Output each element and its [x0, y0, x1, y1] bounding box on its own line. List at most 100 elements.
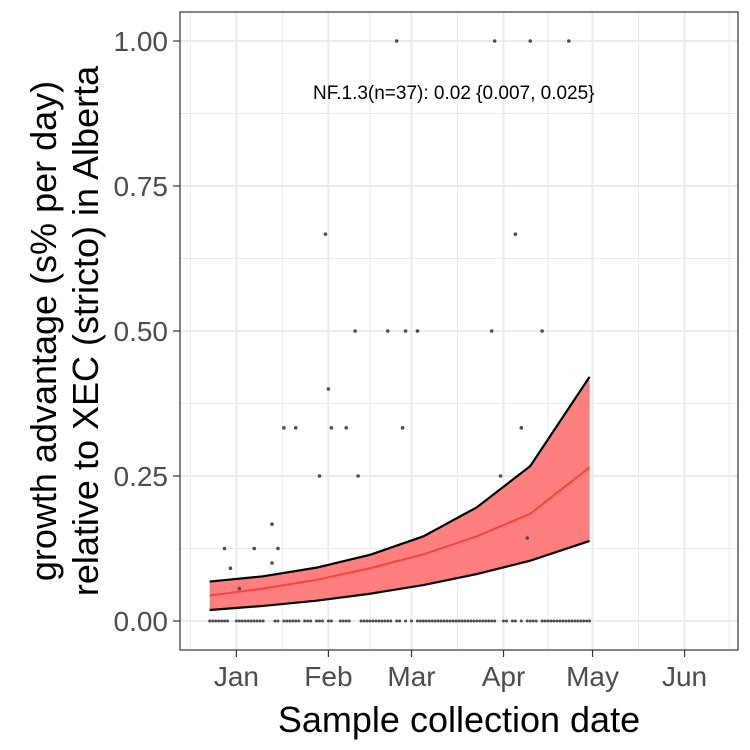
data-point-zero — [481, 619, 485, 623]
x-axis-title: Sample collection date — [278, 699, 640, 740]
confidence-ribbon-layer — [209, 376, 591, 612]
data-point-zero — [543, 619, 547, 623]
data-point-zero — [288, 619, 292, 623]
data-point-zero — [306, 619, 310, 623]
data-point-zero — [240, 619, 244, 623]
data-point-zero — [341, 619, 345, 623]
data-point-zero — [234, 619, 238, 623]
data-point-zero — [309, 619, 313, 623]
data-point-zero — [457, 619, 461, 623]
data-point — [270, 561, 274, 565]
data-point-zero — [374, 619, 378, 623]
y-axis-title-line-1: growth advantage (s% per day) — [23, 81, 64, 581]
data-point-zero — [359, 619, 363, 623]
x-tick-label: Jun — [662, 661, 707, 692]
x-tick-label: Jan — [214, 661, 259, 692]
data-point-zero — [415, 619, 419, 623]
data-point-zero — [427, 619, 431, 623]
data-point-zero — [442, 619, 446, 623]
data-point — [400, 426, 405, 430]
data-point — [567, 39, 571, 43]
data-point-zero — [579, 619, 583, 623]
y-tick-label: 0.75 — [114, 171, 169, 202]
data-point-zero — [347, 619, 351, 623]
data-point-zero — [418, 619, 422, 623]
data-point-zero — [582, 619, 586, 623]
data-point-zero — [555, 619, 559, 623]
data-point-zero — [573, 619, 577, 623]
data-point-zero — [472, 619, 476, 623]
data-point-zero — [276, 619, 280, 623]
data-point-zero — [410, 619, 414, 623]
data-point-zero — [243, 619, 247, 623]
data-point — [540, 329, 544, 333]
data-point-zero — [421, 619, 425, 623]
data-point-zero — [255, 619, 259, 623]
data-point-zero — [576, 619, 580, 623]
data-point-zero — [214, 619, 218, 623]
data-point-zero — [469, 619, 473, 623]
data-point-zero — [504, 619, 508, 623]
data-point-zero — [249, 619, 253, 623]
y-tick-label: 0.00 — [114, 606, 169, 637]
y-tick-label: 0.25 — [114, 461, 169, 492]
data-point-zero — [371, 619, 375, 623]
data-point-zero — [282, 619, 286, 623]
data-point-zero — [338, 619, 342, 623]
data-point — [519, 426, 524, 430]
data-point-zero — [261, 619, 265, 623]
data-point-zero — [362, 619, 366, 623]
data-point — [270, 522, 274, 526]
data-point-zero — [475, 619, 479, 623]
data-point — [513, 232, 518, 236]
data-point-zero — [519, 619, 523, 623]
data-point-zero — [318, 619, 321, 623]
x-tick-label: Apr — [482, 661, 526, 692]
x-tick-label: May — [566, 661, 619, 692]
data-point-zero — [460, 619, 464, 623]
data-point — [356, 474, 360, 478]
fit-line-layer — [209, 466, 591, 597]
data-point-zero — [404, 619, 408, 623]
x-tick-label: Mar — [387, 661, 435, 692]
data-point-zero — [377, 619, 381, 623]
data-point-zero — [561, 619, 565, 623]
data-point-zero — [433, 619, 437, 623]
data-point-zero — [389, 619, 393, 623]
data-point — [317, 474, 322, 478]
data-point-zero — [570, 619, 574, 623]
data-point-zero — [549, 619, 553, 623]
data-point-zero — [510, 619, 514, 623]
data-point-zero — [225, 619, 229, 623]
confidence-ribbon — [209, 376, 590, 610]
data-points-layer — [208, 39, 592, 623]
data-point — [222, 546, 227, 551]
data-point-zero — [424, 619, 428, 623]
data-point — [353, 329, 357, 333]
data-point-zero — [430, 619, 434, 623]
data-point — [344, 426, 349, 430]
data-point-zero — [217, 619, 221, 623]
data-point — [403, 329, 408, 333]
data-point-zero — [439, 619, 443, 623]
data-point — [282, 426, 286, 430]
data-point-zero — [398, 619, 402, 623]
data-point-zero — [534, 619, 538, 623]
data-point-zero — [291, 619, 295, 623]
y-tick-label: 0.50 — [114, 316, 169, 347]
data-point-zero — [552, 619, 556, 623]
data-point — [489, 329, 494, 333]
data-point-zero — [326, 619, 330, 623]
data-point-zero — [258, 619, 262, 623]
data-point-zero — [320, 619, 324, 623]
data-point — [492, 39, 497, 43]
annotation-label: NF.1.3(n=37): 0.02 {0.007, 0.025} — [313, 83, 595, 104]
data-point-zero — [490, 619, 494, 623]
data-point-zero — [484, 619, 488, 623]
x-tick-label: Feb — [304, 661, 352, 692]
data-point-zero — [513, 619, 517, 623]
data-point-zero — [220, 619, 224, 623]
data-point — [329, 426, 334, 430]
data-point-zero — [487, 619, 491, 623]
data-point-zero — [223, 619, 227, 623]
